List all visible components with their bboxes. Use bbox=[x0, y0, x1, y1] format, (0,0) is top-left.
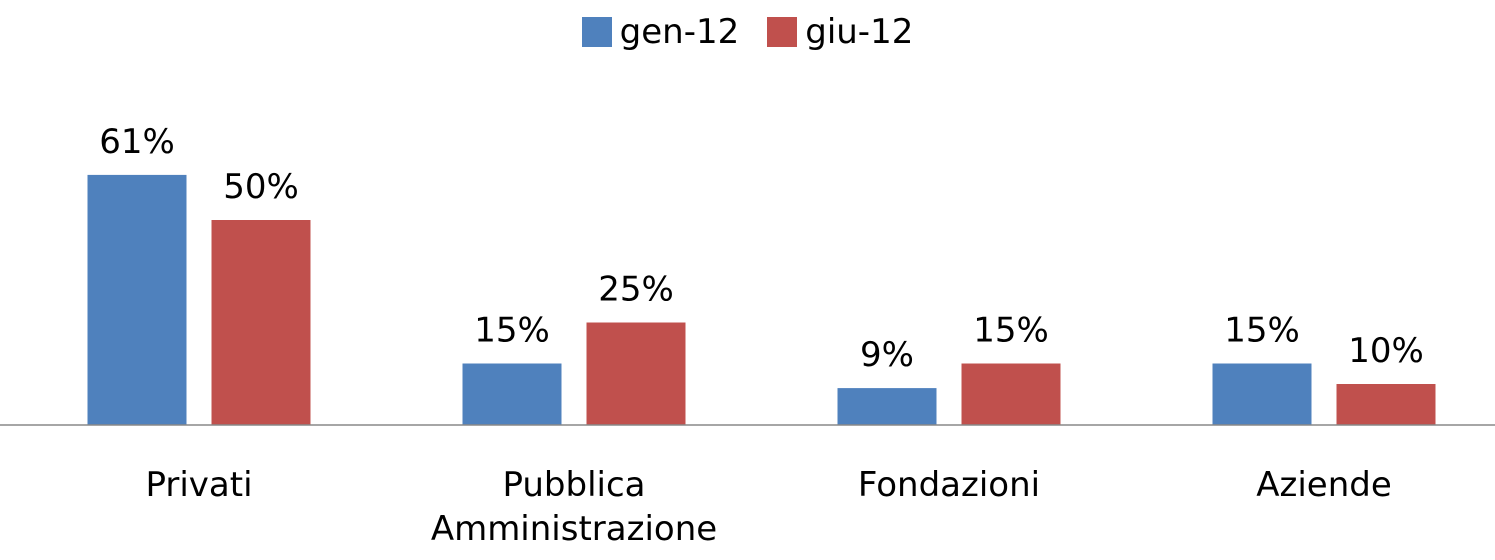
legend-label: gen-12 bbox=[619, 12, 740, 52]
bar bbox=[837, 388, 937, 425]
bar bbox=[1212, 363, 1312, 425]
legend: gen-12 giu-12 bbox=[0, 12, 1495, 52]
bar bbox=[462, 363, 562, 425]
data-label: 15% bbox=[1224, 311, 1300, 351]
data-label: 9% bbox=[860, 335, 914, 375]
bar bbox=[1336, 384, 1436, 425]
data-label: 10% bbox=[1348, 331, 1424, 371]
legend-swatch bbox=[767, 17, 798, 47]
x-tick-label: Privati bbox=[145, 465, 253, 505]
x-tick-label: Pubblica Amministrazione bbox=[430, 465, 718, 549]
data-label: 15% bbox=[474, 311, 550, 351]
bar bbox=[586, 322, 686, 425]
data-label: 61% bbox=[99, 122, 175, 162]
bar bbox=[961, 363, 1061, 425]
data-label: 50% bbox=[223, 167, 299, 207]
legend-item: giu-12 bbox=[767, 12, 913, 52]
bar bbox=[211, 220, 311, 425]
data-label: 25% bbox=[598, 270, 674, 310]
legend-swatch bbox=[581, 17, 612, 47]
legend-item: gen-12 bbox=[581, 12, 740, 52]
x-tick-label: Aziende bbox=[1256, 465, 1392, 505]
legend-label: giu-12 bbox=[805, 12, 914, 52]
data-label: 15% bbox=[973, 311, 1049, 351]
x-tick-label: Fondazioni bbox=[857, 465, 1041, 505]
bar bbox=[87, 174, 187, 425]
